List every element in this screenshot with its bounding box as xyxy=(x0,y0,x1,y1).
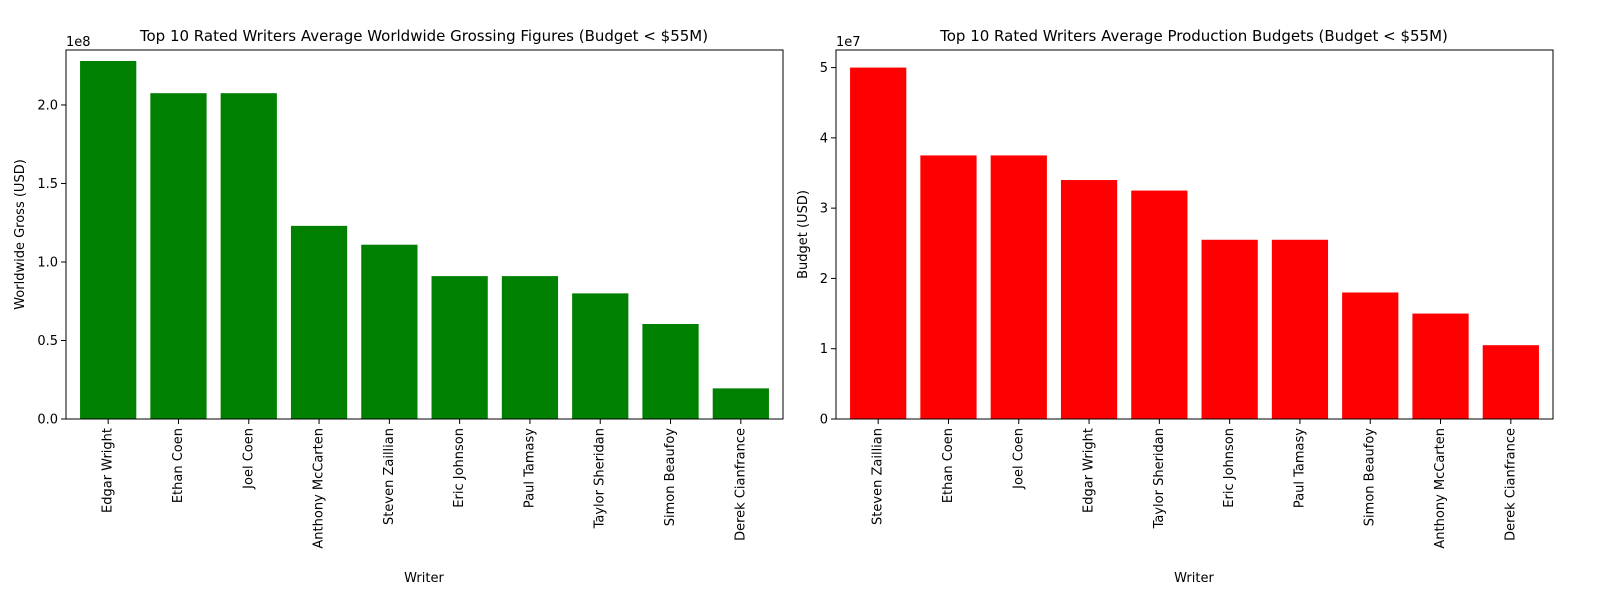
budget-x-tick-label-derek-cianfrance: Derek Cianfrance xyxy=(1503,428,1518,541)
gross-bar-derek-cianfrance xyxy=(712,388,769,419)
gross-x-tick-label-anthony-mccarten: Anthony McCarten xyxy=(312,428,327,549)
gross-x-tick-label-paul-tamasy: Paul Tamasy xyxy=(522,428,537,508)
gross-y-tick-label: 1.0 xyxy=(37,255,58,270)
gross-chart-x-ticks: Edgar Wright Ethan Coen Joel Coen Anthony M… xyxy=(101,419,748,549)
gross-bar-taylor-sheridan xyxy=(572,293,629,419)
gross-bar-joel-coen xyxy=(220,93,277,420)
gross-x-tick-label-ethan-coen: Ethan Coen xyxy=(171,428,186,503)
budget-x-tick-label-steven-zaillian: Steven Zaillian xyxy=(871,428,886,525)
gross-bar-steven-zaillian xyxy=(361,244,418,419)
budget-bar-anthony-mccarten xyxy=(1412,313,1469,419)
gross-y-tick-label: 1.5 xyxy=(37,177,58,192)
budget-chart-x-ticks: Steven Zaillian Ethan Coen Joel Coen Edgar … xyxy=(871,419,1518,549)
budget-x-tick-label-edgar-wright: Edgar Wright xyxy=(1082,428,1097,513)
gross-chart-plot-frame xyxy=(65,49,784,420)
budget-y-tick-label: 4 xyxy=(820,131,828,146)
budget-x-tick-label-paul-tamasy: Paul Tamasy xyxy=(1292,428,1307,508)
gross-y-tick-label: 0.0 xyxy=(37,413,58,428)
gross-x-tick-label-taylor-sheridan: Taylor Sheridan xyxy=(593,428,608,529)
budget-chart-title: Top 10 Rated Writers Average Production … xyxy=(939,27,1448,45)
gross-chart-y-axis-label: Worldwide Gross (USD) xyxy=(13,159,28,310)
gross-x-tick-label-edgar-wright: Edgar Wright xyxy=(101,428,116,513)
gross-bar-eric-johnson xyxy=(431,276,488,419)
gross-chart-title: Top 10 Rated Writers Average Worldwide G… xyxy=(139,27,708,45)
budget-chart-bars xyxy=(850,67,1539,419)
gross-x-tick-label-derek-cianfrance: Derek Cianfrance xyxy=(733,428,748,541)
budget-y-tick-label: 5 xyxy=(820,61,828,76)
budget-bar-edgar-wright xyxy=(1060,180,1118,419)
budget-bar-simon-beaufoy xyxy=(1342,292,1399,419)
budget-chart: Top 10 Rated Writers Average Production … xyxy=(796,27,1554,586)
budget-chart-plot-frame xyxy=(835,49,1554,420)
budget-bar-derek-cianfrance xyxy=(1482,345,1539,419)
gross-bar-ethan-coen xyxy=(150,93,207,420)
budget-y-tick-label: 3 xyxy=(820,202,828,217)
gross-x-tick-label-eric-johnson: Eric Johnson xyxy=(452,428,467,508)
gross-chart-bars xyxy=(80,60,769,420)
budget-x-tick-label-joel-coen: Joel Coen xyxy=(1011,428,1026,490)
budget-bar-taylor-sheridan xyxy=(1131,190,1188,419)
budget-x-tick-label-taylor-sheridan: Taylor Sheridan xyxy=(1152,428,1167,529)
gross-y-tick-label: 2.0 xyxy=(37,98,58,113)
budget-x-tick-label-simon-beaufoy: Simon Beaufoy xyxy=(1363,428,1378,527)
gross-x-tick-label-steven-zaillian: Steven Zaillian xyxy=(382,428,397,525)
gross-chart: Top 10 Rated Writers Average Worldwide G… xyxy=(13,27,784,586)
budget-y-tick-label: 1 xyxy=(820,342,828,357)
budget-chart-y-axis-label: Budget (USD) xyxy=(796,190,811,279)
budget-chart-offset-text: 1e7 xyxy=(836,35,861,50)
gross-chart-x-axis-label: Writer xyxy=(404,571,444,586)
gross-bar-paul-tamasy xyxy=(501,276,559,419)
budget-y-tick-label: 0 xyxy=(820,413,828,428)
budget-chart-x-axis-label: Writer xyxy=(1174,571,1214,586)
gross-chart-y-ticks: 0.0 0.5 1.0 1.5 2.0 xyxy=(37,98,66,428)
gross-chart-offset-text: 1e8 xyxy=(66,35,91,50)
budget-x-tick-label-eric-johnson: Eric Johnson xyxy=(1222,428,1237,508)
gross-x-tick-label-joel-coen: Joel Coen xyxy=(241,428,256,490)
gross-bar-simon-beaufoy xyxy=(642,324,699,419)
budget-bar-eric-johnson xyxy=(1201,239,1258,419)
budget-chart-y-ticks: 0 1 2 3 4 5 xyxy=(820,61,836,428)
budget-bar-steven-zaillian xyxy=(850,67,907,419)
budget-bar-ethan-coen xyxy=(920,155,977,419)
budget-y-tick-label: 2 xyxy=(820,272,828,287)
gross-bar-edgar-wright xyxy=(80,60,137,420)
budget-bar-paul-tamasy xyxy=(1271,239,1329,419)
gross-bar-anthony-mccarten xyxy=(290,225,348,419)
budget-x-tick-label-ethan-coen: Ethan Coen xyxy=(941,428,956,503)
budget-x-tick-label-anthony-mccarten: Anthony McCarten xyxy=(1433,428,1448,549)
budget-bar-joel-coen xyxy=(990,155,1047,419)
gross-x-tick-label-simon-beaufoy: Simon Beaufoy xyxy=(663,428,678,527)
gross-y-tick-label: 0.5 xyxy=(37,334,58,349)
